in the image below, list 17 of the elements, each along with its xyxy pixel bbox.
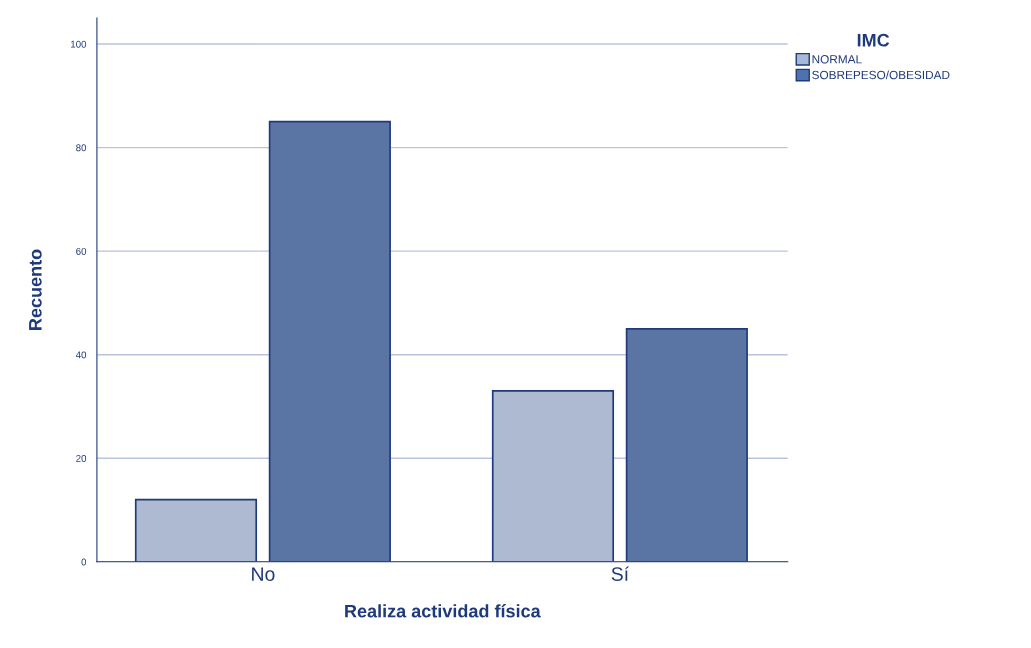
bar: [134, 498, 258, 562]
legend-title: IMC: [857, 33, 890, 47]
y-tick-label: 20: [76, 454, 87, 462]
bar: [491, 390, 615, 562]
bar: [268, 120, 391, 562]
y-tick-label: 80: [76, 144, 87, 152]
x-tick-label: Sí: [611, 566, 629, 581]
x-axis-title: Realiza actividad física: [345, 604, 541, 618]
legend-label: NORMAL: [812, 55, 862, 64]
bar: [625, 327, 748, 562]
y-tick-label: 40: [75, 351, 87, 359]
legend-label: SOBREPESO/OBESIDAD: [812, 70, 950, 80]
x-tick-label: No: [252, 567, 275, 581]
y-tick-label: 60: [76, 247, 87, 255]
y-tick-label: 100: [71, 40, 87, 48]
y-tick-label: 0: [81, 558, 87, 566]
y-axis-title: Recuento: [29, 249, 42, 330]
